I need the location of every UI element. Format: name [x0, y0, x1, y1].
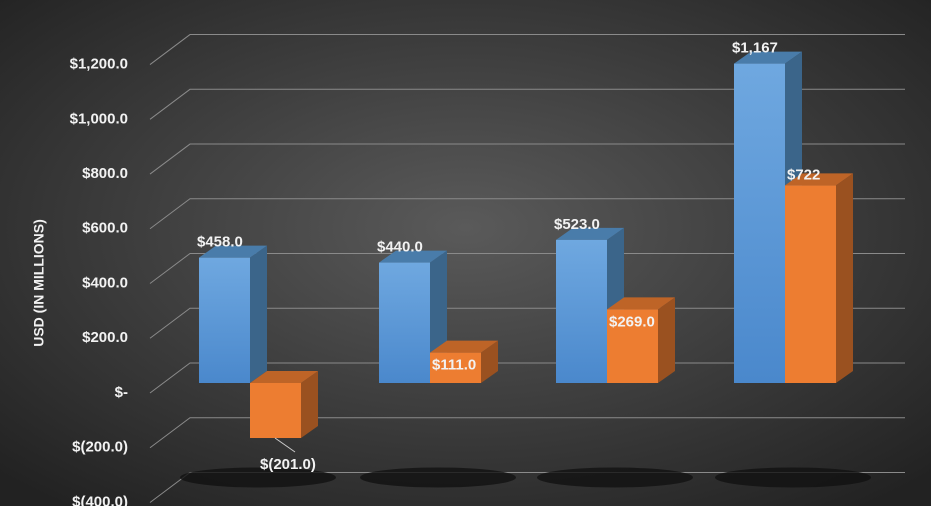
data-label: $523.0 [554, 216, 600, 233]
bar-face [785, 185, 836, 383]
data-label: $440.0 [377, 239, 423, 256]
bar-face [301, 371, 318, 439]
grid-line [149, 198, 905, 230]
grid-line [149, 88, 905, 120]
bar-face [250, 371, 318, 383]
grid-line [149, 417, 905, 449]
data-label: $458.0 [197, 234, 243, 251]
data-label: $269.0 [609, 313, 655, 330]
bar-face [556, 239, 607, 383]
floor-shadow [537, 467, 693, 488]
bar-face [430, 340, 498, 353]
y-tick-label: $1,200.0 [70, 56, 128, 73]
y-tick-label: $200.0 [82, 329, 128, 346]
bar-face [379, 262, 430, 383]
data-label: $111.0 [432, 357, 476, 374]
bar-face [734, 51, 802, 64]
floor-shadow [360, 467, 516, 488]
bar-face [556, 227, 624, 240]
y-tick-label: $400.0 [82, 274, 128, 291]
bar [250, 371, 318, 439]
bar-face [481, 340, 498, 383]
data-label: $1,167 [732, 40, 778, 57]
y-tick-label: $600.0 [82, 220, 128, 237]
bar-face [250, 383, 301, 439]
y-tick-label: $800.0 [82, 165, 128, 182]
grid-line [149, 34, 905, 65]
bar [785, 173, 853, 383]
floor-shadow [715, 467, 871, 488]
grid-line [149, 253, 905, 284]
y-tick-label: $- [115, 384, 128, 401]
bar-face [199, 245, 267, 258]
y-tick-label: $(400.0) [72, 493, 128, 506]
bar-face [430, 352, 481, 383]
bar-face [836, 173, 853, 383]
y-axis-label: USD (IN MILLIONS) [31, 219, 47, 347]
bar-face [379, 250, 447, 263]
bar-face [658, 297, 675, 383]
bar [199, 245, 267, 383]
bar-face [199, 257, 250, 383]
data-label: $722 [787, 166, 820, 183]
y-tick-label: $(200.0) [72, 439, 128, 456]
bar-face [734, 63, 785, 383]
bar [430, 340, 498, 383]
bar [607, 297, 675, 383]
leader-line [274, 437, 296, 453]
bar-face [607, 297, 675, 310]
floor-shadow [180, 467, 336, 488]
bar-face [607, 309, 658, 383]
bar-face [785, 173, 853, 186]
bar-face [250, 245, 267, 383]
y-tick-label: $1,000.0 [70, 110, 128, 127]
grid-line [149, 143, 905, 175]
data-label: $(201.0) [260, 456, 316, 473]
